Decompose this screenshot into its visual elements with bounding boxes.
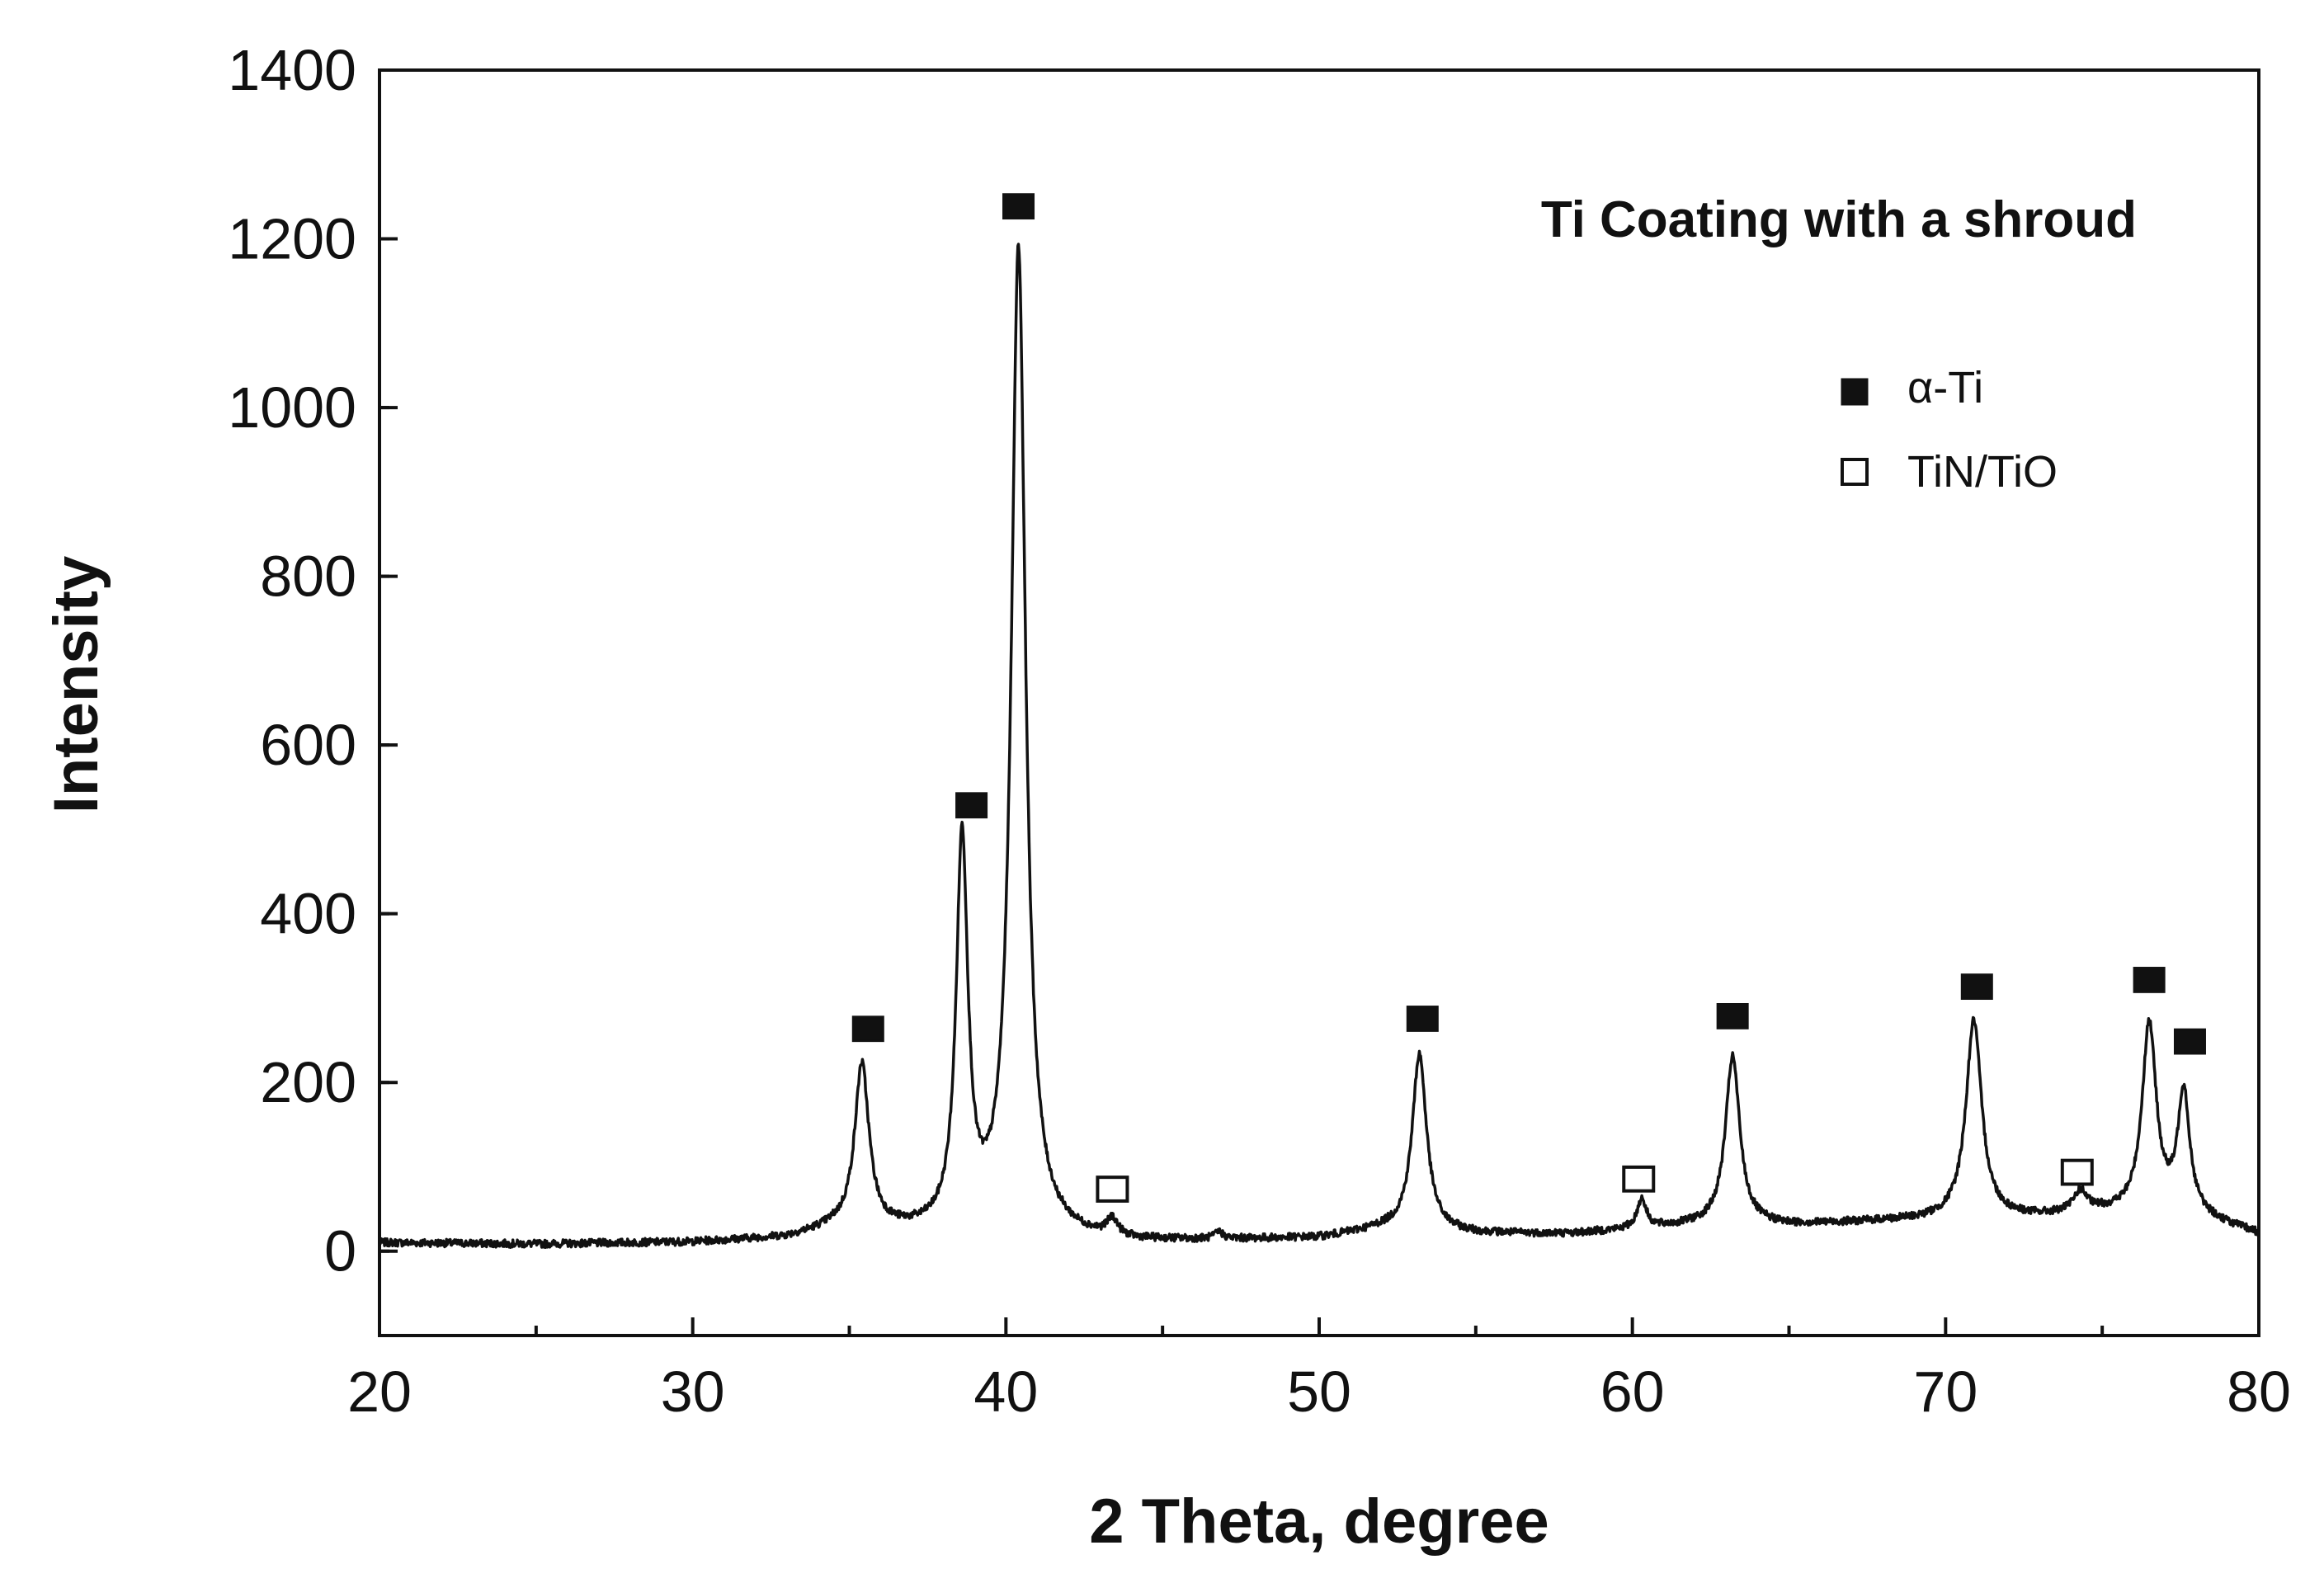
y-axis-ticks: 0 200 400 600 800 1000 1200 1400	[228, 38, 398, 1284]
x-axis-title: 2 Theta, degree	[1089, 1486, 1549, 1557]
x-tick-label: 20	[347, 1359, 412, 1424]
y-tick-label: 1200	[228, 207, 356, 271]
x-tick-label: 80	[2227, 1359, 2291, 1424]
x-axis-ticks: 20 30 40 50 60 70 80	[347, 1317, 2291, 1424]
tin-tio-peak-marker	[1622, 1165, 1656, 1193]
peak-markers	[851, 193, 2206, 1203]
alpha-ti-peak-marker	[1960, 973, 1993, 1001]
x-tick-label: 70	[1913, 1359, 1978, 1424]
tin-tio-peak-marker	[2060, 1158, 2094, 1186]
alpha-ti-peak-marker	[955, 792, 988, 819]
chart-annotation: Ti Coating with a shroud	[1541, 191, 2137, 248]
xrd-trace	[378, 243, 2260, 1249]
y-tick-label: 0	[324, 1219, 356, 1284]
alpha-ti-peak-marker	[2173, 1028, 2206, 1055]
y-tick-label: 200	[260, 1050, 356, 1114]
legend: α-Ti TiN/TiO	[1841, 363, 2058, 497]
plot-frame	[378, 68, 2260, 1337]
legend-alpha-ti-marker	[1841, 378, 1869, 406]
y-tick-label: 800	[260, 544, 356, 609]
y-tick-label: 1000	[228, 375, 356, 440]
alpha-ti-peak-marker	[851, 1015, 884, 1043]
y-tick-label: 400	[260, 882, 356, 946]
y-tick-label: 600	[260, 713, 356, 777]
y-axis-title: Intensity	[41, 556, 111, 814]
legend-tin-tio-marker	[1841, 458, 1869, 486]
x-tick-label: 60	[1600, 1359, 1665, 1424]
alpha-ti-peak-marker	[2133, 967, 2166, 993]
alpha-ti-peak-marker	[1002, 193, 1035, 220]
x-tick-label: 30	[661, 1359, 725, 1424]
x-tick-label: 50	[1287, 1359, 1351, 1424]
alpha-ti-peak-marker	[1716, 1003, 1749, 1029]
plot-area	[378, 68, 2260, 1337]
x-tick-label: 40	[973, 1359, 1038, 1424]
y-tick-label: 1400	[228, 38, 356, 102]
alpha-ti-peak-marker	[1406, 1006, 1439, 1032]
tin-tio-peak-marker	[1096, 1175, 1129, 1203]
legend-alpha-ti-label: α-Ti	[1907, 363, 1983, 412]
legend-tin-tio-label: TiN/TiO	[1907, 447, 2058, 497]
